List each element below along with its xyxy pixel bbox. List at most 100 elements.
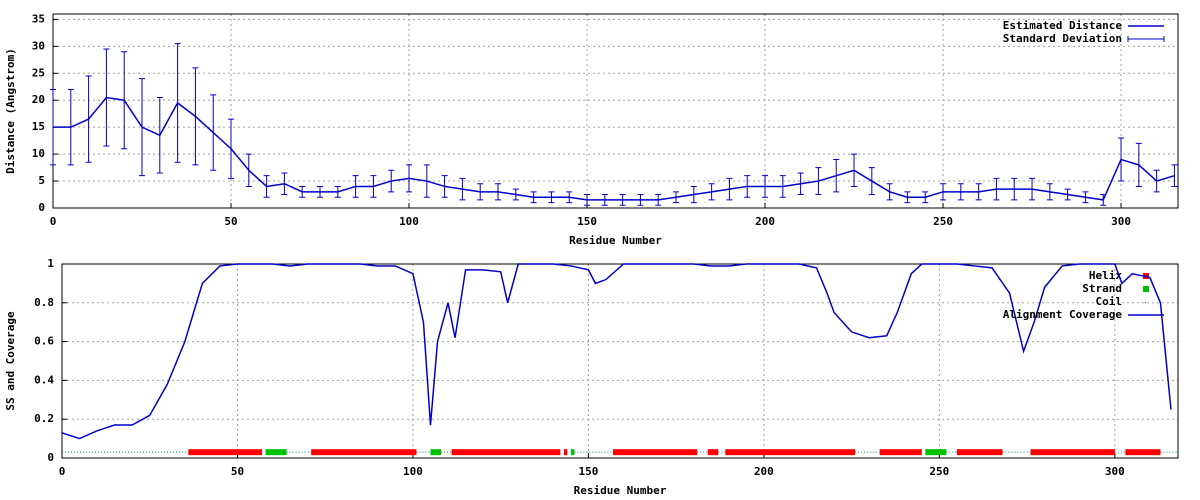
legend-label: Helix — [1089, 269, 1122, 282]
y-tick-label: 10 — [32, 147, 45, 160]
y-tick-label: 5 — [38, 174, 45, 187]
error-bar — [922, 191, 929, 204]
error-bar — [566, 191, 573, 204]
error-bar — [299, 185, 306, 198]
error-bar — [637, 194, 644, 206]
error-bar — [762, 175, 769, 198]
error-bar — [85, 75, 92, 163]
x-tick-label: 300 — [1105, 465, 1125, 478]
y-tick-label: 0.2 — [34, 412, 54, 425]
plot-frame — [61, 263, 1179, 459]
error-bar — [530, 191, 537, 204]
error-bar — [708, 183, 715, 201]
error-bar — [851, 153, 858, 187]
ss-segment — [612, 449, 698, 456]
y-tick-label: 0.6 — [34, 335, 54, 348]
error-bar — [50, 88, 56, 166]
y-tick-label: 25 — [32, 66, 45, 79]
x-axis-label: Residue Number — [569, 234, 662, 247]
ss-segment — [956, 449, 1003, 456]
ss-segment — [188, 449, 263, 456]
error-bar — [103, 48, 110, 147]
error-bar — [1100, 194, 1107, 206]
error-bar — [744, 175, 751, 198]
x-tick-label: 50 — [231, 465, 244, 478]
legend-label: Estimated Distance — [1003, 19, 1123, 32]
error-bar — [904, 191, 911, 204]
y-tick-label: 30 — [32, 39, 45, 52]
error-bar — [67, 88, 74, 166]
error-bar — [1171, 164, 1178, 187]
error-bar — [886, 183, 893, 201]
error-bar — [121, 51, 128, 150]
error-bar — [495, 183, 502, 201]
error-bar — [245, 153, 252, 187]
x-tick-label: 100 — [399, 215, 419, 228]
y-tick-label: 15 — [32, 120, 45, 133]
y-tick-label: 35 — [32, 12, 45, 25]
data-line — [61, 263, 1172, 440]
ss-segment — [707, 449, 719, 456]
legend-swatch — [1127, 36, 1165, 42]
y-tick-label: 0.4 — [34, 373, 54, 386]
error-bar — [210, 94, 217, 171]
error-bar — [1135, 142, 1142, 187]
x-tick-label: 200 — [755, 215, 775, 228]
error-bar — [975, 183, 982, 201]
ss-segment — [570, 449, 575, 456]
legend-label: Alignment Coverage — [1003, 308, 1123, 321]
legend-label: Strand — [1082, 282, 1122, 295]
error-bar — [957, 183, 964, 201]
ss-segment — [1030, 449, 1115, 456]
ss-segment — [1125, 449, 1161, 456]
error-bar — [584, 194, 591, 206]
error-bar — [263, 175, 270, 198]
error-bar — [228, 118, 235, 179]
y-tick-label: 1 — [47, 257, 54, 270]
x-axis-label: Residue Number — [574, 484, 667, 497]
error-bar — [512, 188, 519, 201]
legend-label: Standard Deviation — [1003, 32, 1122, 45]
ss-segment — [725, 449, 856, 456]
x-tick-label: 50 — [224, 215, 237, 228]
y-tick-label: 20 — [32, 93, 45, 106]
error-bar — [833, 159, 840, 193]
error-bar — [459, 177, 466, 201]
error-bar — [281, 172, 288, 196]
x-tick-label: 100 — [403, 465, 423, 478]
error-bar — [370, 175, 377, 198]
x-tick-label: 300 — [1111, 215, 1131, 228]
error-bar — [548, 191, 555, 204]
x-tick-label: 150 — [578, 465, 598, 478]
y-axis-label: SS and Coverage — [4, 311, 17, 411]
ss-segment — [563, 449, 568, 456]
legend-swatch — [1143, 286, 1149, 292]
error-bar — [868, 167, 875, 196]
error-bar — [601, 194, 608, 206]
error-bar — [156, 97, 163, 174]
error-bar — [655, 194, 662, 206]
error-bar — [388, 169, 395, 193]
y-axis-label: Distance (Angstrom) — [4, 48, 17, 174]
error-bar — [690, 185, 697, 204]
ss-segment — [925, 449, 947, 456]
y-tick-label: 0 — [47, 451, 54, 464]
error-bar — [174, 43, 181, 163]
error-bar — [797, 172, 804, 196]
error-bar — [619, 194, 626, 206]
error-bar — [423, 164, 430, 198]
error-bar — [1064, 188, 1071, 201]
error-bar — [352, 175, 359, 198]
data-line — [53, 96, 1175, 201]
x-tick-label: 250 — [929, 465, 949, 478]
error-bar — [334, 185, 341, 198]
error-bar — [406, 164, 413, 193]
x-tick-label: 200 — [754, 465, 774, 478]
error-bar — [192, 67, 199, 166]
error-bar — [1046, 183, 1053, 201]
error-bar — [673, 191, 680, 204]
error-bar — [1118, 137, 1125, 182]
error-bar — [477, 183, 484, 201]
